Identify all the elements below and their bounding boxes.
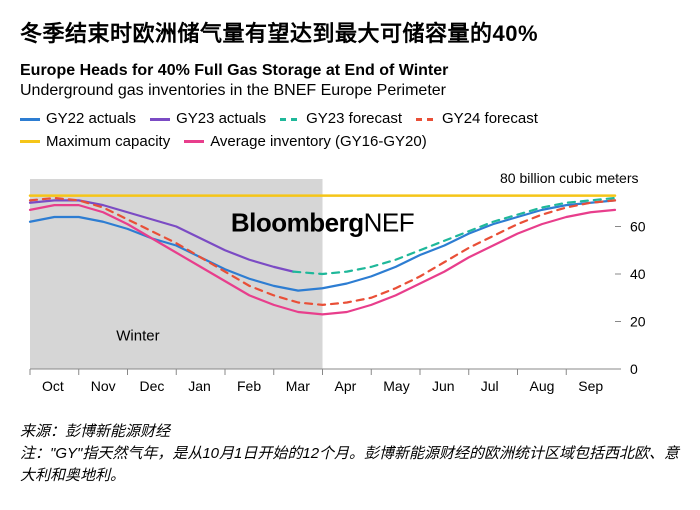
x-tick-label: Aug	[530, 378, 555, 394]
x-tick-label: Sep	[578, 378, 603, 394]
title-en: Europe Heads for 40% Full Gas Storage at…	[20, 62, 680, 80]
x-tick-label: Jan	[188, 378, 211, 394]
legend-label: Maximum capacity	[46, 131, 170, 154]
legend: GY22 actuals GY23 actuals GY23 forecast GY2…	[20, 108, 680, 153]
legend-item: Average inventory (GY16-GY20)	[184, 131, 427, 154]
legend-swatch	[150, 118, 170, 121]
winter-label: Winter	[116, 328, 159, 345]
legend-label: GY23 actuals	[176, 108, 266, 131]
legend-label: GY24 forecast	[442, 108, 538, 131]
x-tick-label: May	[383, 378, 409, 394]
watermark: BloombergNEF	[231, 207, 414, 237]
legend-item: GY23 forecast	[280, 108, 402, 131]
x-tick-label: Oct	[42, 378, 64, 394]
legend-item: Maximum capacity	[20, 131, 170, 154]
y-axis-title: 80 billion cubic meters	[500, 170, 639, 186]
x-tick-label: Jul	[481, 378, 499, 394]
y-tick-label: 0	[630, 361, 638, 377]
title-cn: 冬季结束时欧洲储气量有望达到最大可储容量的40%	[20, 16, 680, 48]
y-tick-label: 20	[630, 314, 646, 330]
y-tick-label: 40	[630, 266, 646, 282]
footnotes: 来源：彭博新能源财经 注："GY"指天然气年，是从10月1日开始的12个月。彭博…	[20, 421, 680, 486]
x-tick-label: Jun	[432, 378, 455, 394]
x-tick-label: Nov	[91, 378, 116, 394]
legend-swatch	[184, 140, 204, 143]
x-tick-label: Apr	[335, 378, 357, 394]
x-tick-label: Feb	[237, 378, 261, 394]
subtitle: Underground gas inventories in the BNEF …	[20, 82, 680, 100]
legend-swatch	[20, 140, 40, 143]
gas-storage-chart: 0 20 40 60 80 billion cubic meters Oct Nov Dec J…	[20, 159, 680, 409]
legend-item: GY24 forecast	[416, 108, 538, 131]
y-tick-label: 60	[630, 219, 646, 235]
legend-swatch	[416, 118, 436, 121]
source-line: 来源：彭博新能源财经	[20, 421, 680, 443]
note-line: 注："GY"指天然气年，是从10月1日开始的12个月。彭博新能源财经的欧洲统计区…	[20, 443, 680, 487]
x-tick-label: Mar	[286, 378, 310, 394]
legend-label: GY22 actuals	[46, 108, 136, 131]
legend-item: GY22 actuals	[20, 108, 136, 131]
x-tick-label: Dec	[140, 378, 165, 394]
legend-swatch	[280, 118, 300, 121]
legend-swatch	[20, 118, 40, 121]
legend-label: Average inventory (GY16-GY20)	[210, 131, 427, 154]
legend-item: GY23 actuals	[150, 108, 266, 131]
legend-label: GY23 forecast	[306, 108, 402, 131]
